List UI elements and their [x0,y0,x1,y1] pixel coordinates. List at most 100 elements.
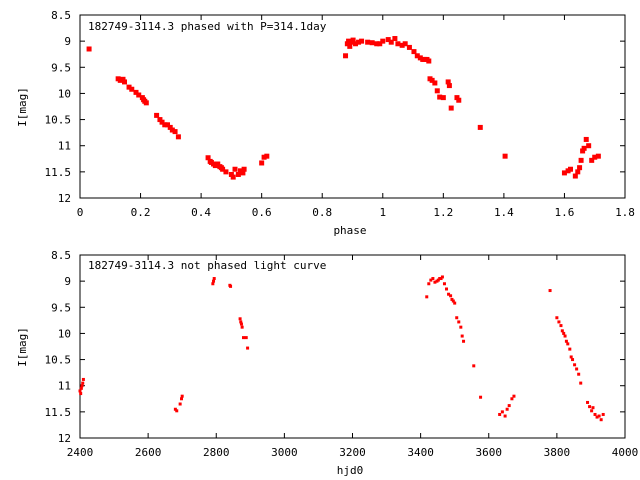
phased-data-point [261,154,267,160]
raw-y-tick-label: 10.5 [45,354,72,367]
phased-x-ticks: 0 0.2 0.4 0.6 0.8 1 1.2 1.4 1.6 1.8 [77,15,635,219]
phased-data-point [167,124,173,130]
raw-data-point [564,339,568,343]
phased-data-point [365,39,371,45]
raw-data-point [81,377,85,381]
raw-data-point [601,412,605,416]
raw-x-tick-label: 2600 [135,446,162,459]
raw-data-point [566,342,570,346]
raw-data-point [555,316,559,320]
raw-data-point [505,407,509,411]
raw-data-point [498,412,502,416]
phased-data-point [399,42,405,48]
raw-x-tick-label: 3800 [544,446,571,459]
phased-plot-title: 182749-3114.3 phased with P=314.1day [88,20,327,33]
phased-y-tick-label: 9 [64,35,71,48]
raw-data-point [503,414,507,418]
phased-data-point [374,41,380,47]
raw-x-tick-label: 3400 [407,446,434,459]
raw-light-curve-plot: 182749-3114.3 not phased light curve hjd… [16,249,638,477]
phased-data-point [228,171,234,177]
phased-data-point [575,169,581,175]
raw-y-tick-label: 12 [58,432,71,445]
phased-data-point [411,49,417,55]
raw-data-point [512,394,516,398]
phased-data-point [215,161,221,167]
raw-data-point [599,418,603,422]
raw-data-point [562,331,566,335]
phased-data-point [426,58,432,64]
raw-data-point [593,412,597,416]
phased-x-tick-label: 0.8 [312,206,332,219]
phased-x-tick-label: 0.6 [252,206,272,219]
phased-data-point [581,145,587,151]
raw-data-point [560,329,564,333]
phased-data-point [159,119,165,125]
phased-data-point [434,88,440,94]
phased-data-point [377,41,383,47]
phased-data-point [432,80,438,86]
phased-data-point [414,53,420,59]
raw-data-point [455,316,459,320]
raw-x-axis-label: hjd0 [337,464,364,477]
raw-data-point [510,397,514,401]
phased-data-point [136,92,142,98]
raw-data-point [429,278,433,282]
raw-data-point [442,282,446,286]
phased-data-point [122,79,128,85]
phased-data-point [589,157,595,163]
phased-x-tick-label: 1.4 [494,206,514,219]
phased-data-point [223,169,229,175]
raw-data-point [588,405,592,409]
raw-y-tick-label: 8.5 [51,249,71,262]
raw-data-point [180,397,184,401]
raw-x-tick-label: 3000 [271,446,298,459]
phased-data-point [392,36,398,42]
raw-data-point [439,277,443,281]
raw-data-point [229,284,233,288]
raw-data-point [239,322,243,326]
phased-data-point [356,39,362,45]
raw-data-point [568,347,572,351]
phased-data-point [561,170,567,176]
raw-y-ticks: 8.5 9 9.5 10 10.5 11 11.5 12 [45,249,625,445]
raw-data-point [433,280,437,284]
phased-data-point [350,37,356,43]
raw-plot-title: 182749-3114.3 not phased light curve [88,259,326,272]
phased-x-tick-label: 1.8 [615,206,635,219]
phased-data-point [402,41,408,47]
phased-plot: 182749-3114.3 phased with P=314.1day pha… [16,9,635,237]
phased-data-point [162,122,168,128]
raw-x-tick-label: 2800 [203,446,230,459]
phased-x-tick-label: 1 [379,206,386,219]
raw-y-tick-label: 11.5 [45,406,72,419]
raw-data-point [571,358,575,362]
phased-data-point [347,43,353,49]
raw-data-point [173,407,177,411]
raw-data-point [577,372,581,376]
raw-data-point [431,277,435,281]
phased-data-point [343,53,349,59]
raw-data-point [507,404,511,408]
phased-data-point [385,37,391,43]
phased-data-point [175,134,181,140]
raw-data-point [569,355,573,359]
phased-data-point [120,76,126,82]
phased-data-point [86,46,92,52]
raw-data-point [440,275,444,279]
raw-data-point [450,297,454,301]
raw-data-point [597,414,601,418]
phased-data-point [235,171,241,177]
phased-data-point [429,77,435,83]
phased-data-point [346,38,352,44]
raw-data-point [460,334,464,338]
raw-data-point [79,392,83,396]
phased-data-point [232,166,238,172]
raw-data-point [462,339,466,343]
raw-data-point [175,409,179,413]
phased-data-point [577,165,583,171]
raw-data-point [479,395,483,399]
raw-data-points [78,275,605,422]
phased-data-point [133,89,139,95]
phased-x-tick-label: 1.2 [433,206,453,219]
